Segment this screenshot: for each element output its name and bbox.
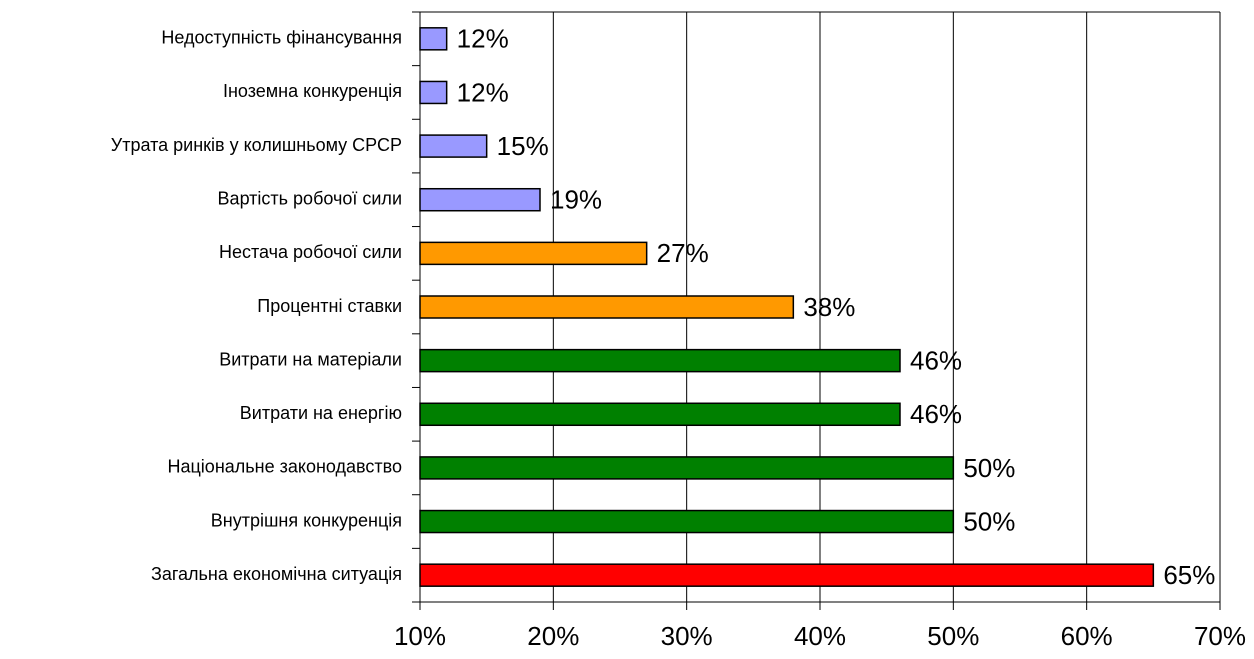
value-label: 27%	[657, 238, 709, 268]
bar	[419, 348, 901, 373]
x-tick-label: 70%	[1194, 621, 1246, 651]
bar	[419, 456, 955, 480]
bar	[419, 402, 901, 427]
y-tick-label: Процентні ставки	[257, 296, 402, 316]
x-tick-label: 10%	[394, 621, 446, 651]
bar	[419, 80, 448, 105]
value-label: 50%	[963, 453, 1015, 483]
value-label: 12%	[457, 24, 509, 54]
value-label: 12%	[457, 77, 509, 107]
value-label: 50%	[963, 506, 1015, 536]
value-label: 19%	[550, 185, 602, 215]
y-tick-label: Витрати на енергію	[240, 403, 402, 423]
x-tick-label: 60%	[1061, 621, 1113, 651]
value-label: 15%	[497, 131, 549, 161]
value-label: 65%	[1163, 560, 1215, 590]
y-tick-label: Витрати на матеріали	[219, 349, 402, 369]
x-tick-label: 20%	[527, 621, 579, 651]
x-tick-label: 30%	[661, 621, 713, 651]
bar	[419, 563, 1155, 587]
bar	[419, 509, 955, 534]
y-tick-label: Національне законодавство	[167, 457, 402, 477]
bar	[419, 134, 488, 158]
y-tick-label: Нестача робочої сили	[219, 242, 402, 262]
bar	[419, 187, 541, 212]
y-tick-label: Вартість робочої сили	[218, 188, 402, 208]
bar	[419, 295, 795, 319]
value-label: 46%	[910, 399, 962, 429]
y-tick-label: Загальна економічна ситуація	[151, 564, 402, 584]
x-tick-label: 40%	[794, 621, 846, 651]
value-label: 38%	[803, 292, 855, 322]
bar	[419, 241, 648, 266]
y-tick-label: Утрата ринків у колишньому СРСР	[111, 135, 402, 155]
y-tick-label: Внутрішня конкуренція	[211, 510, 402, 530]
y-tick-label: Недоступність фінансування	[161, 28, 402, 48]
value-label: 46%	[910, 346, 962, 376]
x-tick-label: 50%	[927, 621, 979, 651]
y-tick-label: Іноземна конкуренція	[223, 81, 402, 101]
bar	[419, 27, 448, 51]
